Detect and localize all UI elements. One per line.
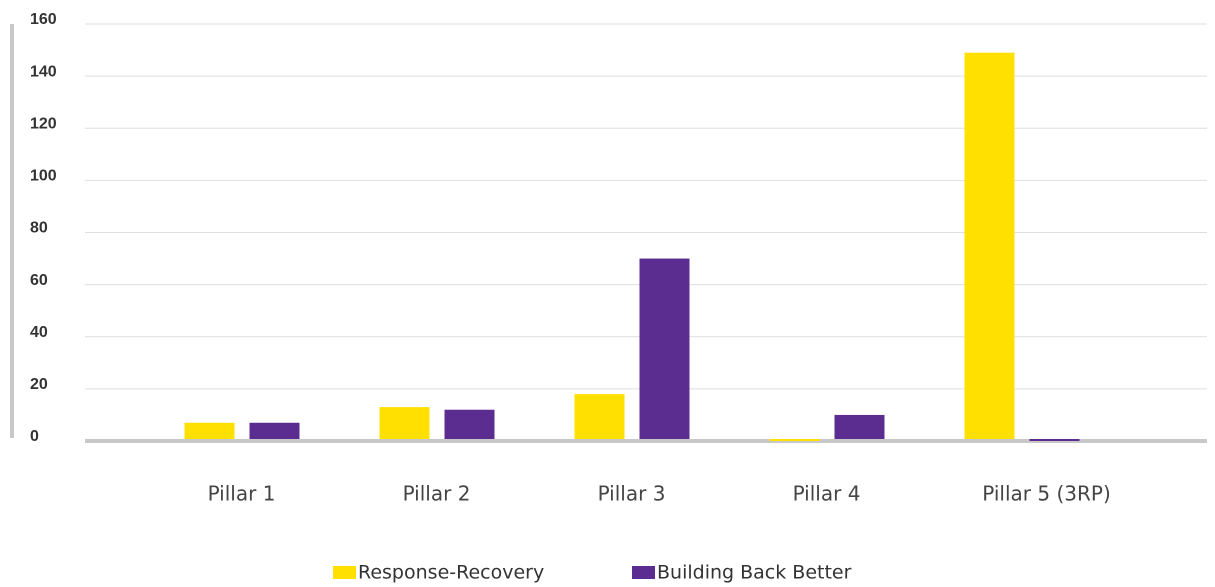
y-tick-label: 120 <box>30 115 57 132</box>
y-tick-label: 60 <box>30 272 48 289</box>
legend-label: Building Back Better <box>657 562 852 584</box>
bar <box>639 258 690 439</box>
bar <box>379 407 430 439</box>
legend-swatch <box>632 566 655 579</box>
x-tick-label: Pillar 5 (3RP) <box>982 482 1111 506</box>
bar <box>184 422 235 439</box>
y-tick-label: 100 <box>30 168 57 185</box>
bar <box>444 409 495 439</box>
y-tick-label: 140 <box>30 63 57 80</box>
y-tick-label: 80 <box>30 220 48 237</box>
bar <box>1029 439 1080 441</box>
x-tick-label: Pillar 1 <box>208 482 276 506</box>
legend-swatch <box>333 566 356 579</box>
x-tick-label: Pillar 4 <box>793 482 861 506</box>
bar <box>574 394 625 439</box>
y-tick-label: 160 <box>30 11 57 28</box>
bar <box>249 422 300 439</box>
y-tick-label: 20 <box>30 376 48 393</box>
y-tick-label: 40 <box>30 324 48 341</box>
legend-label: Response-Recovery <box>358 562 544 584</box>
bar <box>769 439 820 441</box>
bar <box>834 414 885 439</box>
bar <box>964 52 1015 439</box>
y-tick-label: 0 <box>30 428 39 445</box>
x-tick-label: Pillar 2 <box>403 482 471 506</box>
x-tick-label: Pillar 3 <box>598 482 666 506</box>
